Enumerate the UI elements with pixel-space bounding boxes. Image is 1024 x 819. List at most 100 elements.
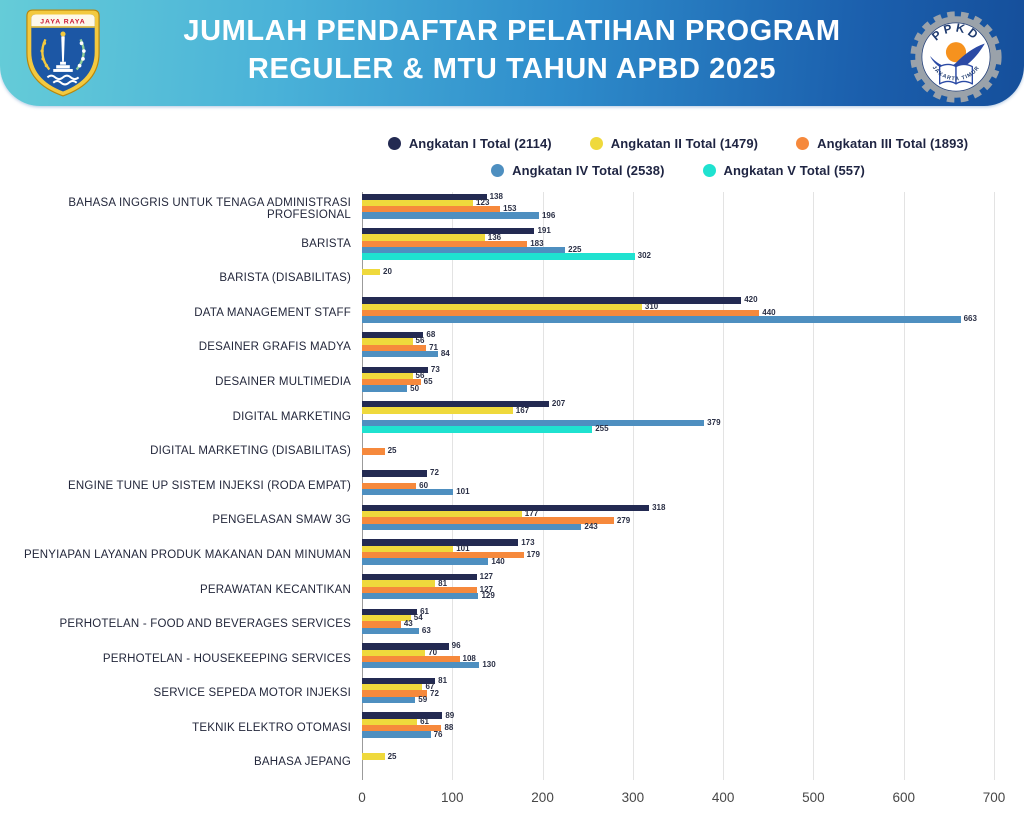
bar-value: 420	[744, 295, 758, 305]
bar	[362, 643, 449, 650]
bar-value: 173	[521, 537, 535, 547]
bar-slot	[362, 495, 994, 501]
bar-slot	[362, 323, 994, 329]
legend-dot-icon	[491, 164, 505, 177]
legend-item: Angkatan III Total (1893)	[796, 136, 968, 151]
bar-slot: 177	[362, 509, 994, 519]
bar-slot: 50	[362, 384, 994, 392]
bar-slot	[362, 392, 994, 398]
category-bars: 68 56 71 84	[362, 331, 994, 363]
bar-value: 56	[415, 370, 425, 380]
bar-value: 127	[479, 584, 494, 594]
category-label: BARISTA (DISABILITAS)	[219, 272, 351, 285]
bar-slot	[362, 565, 994, 571]
bar-slot	[362, 703, 994, 709]
category-label: DESAINER MULTIMEDIA	[215, 375, 351, 388]
bar-value: 177	[524, 509, 539, 519]
x-tick-label: 600	[892, 790, 915, 806]
bar	[362, 539, 519, 546]
bar-value: 243	[584, 521, 598, 531]
monas-base-2	[53, 68, 73, 72]
bar-slot	[362, 599, 994, 605]
bar-value: 207	[551, 399, 566, 409]
bar	[362, 662, 480, 669]
category-label: PENGELASAN SMAW 3G	[212, 514, 351, 527]
bar-slot: 207	[362, 399, 994, 409]
cotton-boll	[79, 41, 84, 46]
bar-value: 136	[487, 232, 502, 242]
bar-slot: 167	[362, 406, 994, 414]
bar-slot: 84	[362, 349, 994, 357]
chart-row: PENGELASAN SMAW 3G 318 177 279 243	[0, 503, 1024, 538]
bar-slot: 318	[362, 504, 994, 512]
bar	[362, 696, 416, 704]
bar-slot: 225	[362, 245, 994, 255]
bar-value: 61	[420, 606, 429, 616]
category-bars: 420 310 440 663	[362, 295, 994, 329]
bar	[362, 401, 549, 408]
chart-row: DIGITAL MARKETING 207 167 379 255	[0, 400, 1024, 435]
bar-value: 73	[430, 364, 440, 374]
gridline	[632, 192, 634, 781]
bar-slot: 56	[362, 337, 994, 345]
bar-value: 225	[568, 245, 582, 255]
bar-value: 25	[387, 446, 397, 456]
bar	[362, 297, 742, 304]
bar-slot: 127	[362, 573, 994, 581]
bar-value: 191	[537, 226, 551, 236]
gridline	[813, 192, 815, 781]
bar-slot: 101	[362, 544, 994, 553]
chart-row: DESAINER GRAFIS MADYA 68 56 71 84	[0, 330, 1024, 365]
bar	[362, 690, 427, 697]
bar-slot	[362, 288, 994, 294]
legend-dot-icon	[589, 137, 603, 150]
bar	[362, 725, 442, 732]
bar-slot: 379	[362, 419, 994, 427]
category-bars: 96 70 108 130	[362, 642, 994, 674]
bar	[362, 309, 760, 317]
bar	[362, 489, 454, 496]
legend-row: Angkatan I Total (2114) Angkatan II Total…	[387, 136, 968, 151]
x-tick-label: 500	[802, 790, 825, 806]
category-label: PERAWATAN KECANTIKAN	[200, 583, 351, 596]
bar	[362, 338, 413, 345]
bar-value: 67	[425, 682, 435, 692]
jaya-raya-text: JAYA RAYA	[40, 18, 85, 25]
bar-slot: 123	[362, 198, 994, 207]
bar-slot: 71	[362, 343, 994, 351]
category-bars: 127 81 127 129	[362, 573, 994, 605]
category-label: BAHASA INGGRIS UNTUK TENAGA ADMINISTRASI…	[68, 196, 351, 222]
bar	[362, 316, 961, 323]
gridline	[994, 192, 995, 781]
bar	[362, 407, 513, 414]
bar	[362, 545, 454, 553]
bar-slot: 88	[362, 724, 994, 732]
bar-slot: 140	[362, 557, 994, 565]
category-bars: 173 101 179 140	[362, 537, 994, 571]
bar	[362, 420, 705, 427]
bar-value: 72	[430, 688, 439, 698]
bar-slot: 108	[362, 655, 994, 663]
x-axis-ticks: 0 100 200 300 400 500 600 700	[358, 784, 1005, 812]
bar	[362, 684, 423, 691]
legend-label: Angkatan III Total (1893)	[817, 136, 969, 151]
bar-slot	[362, 357, 994, 363]
bar-slot	[362, 738, 994, 744]
chart-row: SERVICE SEPEDA MOTOR INJEKSI 81 67 72 59	[0, 676, 1024, 711]
legend-row: Angkatan IV Total (2538) Angkatan V Total…	[491, 163, 865, 178]
category-bars: 61 54 43 63	[362, 606, 994, 640]
bar-value: 123	[476, 198, 490, 207]
bar	[362, 718, 418, 726]
swoosh-icon	[930, 43, 985, 71]
bar-slot: 183	[362, 239, 994, 247]
bar-slot: 243	[362, 521, 994, 531]
bar-value: 25	[387, 751, 397, 761]
bar-value: 255	[595, 424, 609, 434]
bar-value: 76	[433, 729, 443, 739]
category-bars: 318 177 279 243	[362, 504, 994, 536]
page-title-line1: JUMLAH PENDAFTAR PELATIHAN PROGRAM	[183, 15, 841, 47]
bar	[362, 385, 408, 392]
bar-slot: 130	[362, 661, 994, 669]
category-label: ENGINE TUNE UP SISTEM INJEKSI (RODA EMPA…	[68, 479, 351, 492]
